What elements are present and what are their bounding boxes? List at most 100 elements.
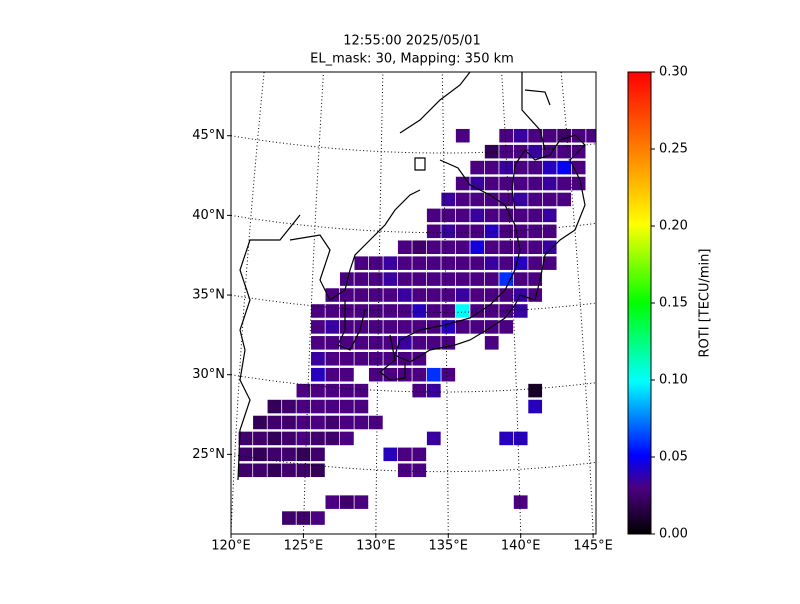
roti-cell bbox=[455, 288, 470, 302]
roti-cell bbox=[484, 144, 499, 159]
roti-cell bbox=[311, 367, 325, 382]
roti-cell bbox=[455, 240, 470, 255]
roti-cell bbox=[325, 431, 340, 446]
colorbar-tick-label: 0.15 bbox=[659, 296, 688, 311]
roti-cell bbox=[354, 272, 369, 286]
roti-cell bbox=[339, 383, 354, 398]
x-tick-label: 135°E bbox=[428, 539, 468, 554]
roti-cell bbox=[267, 415, 282, 430]
roti-cell bbox=[499, 144, 514, 159]
roti-cell bbox=[542, 240, 557, 255]
roti-cell bbox=[368, 415, 383, 430]
roti-cell bbox=[311, 399, 325, 414]
meridian bbox=[501, 72, 522, 534]
roti-cell bbox=[282, 431, 296, 446]
roti-cell bbox=[499, 192, 514, 207]
roti-cell bbox=[354, 288, 369, 302]
parallel bbox=[231, 294, 596, 313]
roti-cell bbox=[325, 336, 340, 350]
roti-cell bbox=[557, 192, 572, 207]
roti-cell bbox=[296, 399, 311, 414]
roti-cell bbox=[499, 272, 514, 286]
roti-cell bbox=[455, 272, 470, 286]
roti-cell bbox=[412, 463, 427, 478]
meridian bbox=[231, 72, 265, 534]
colorbar-label: ROTI [TECU/min] bbox=[698, 249, 713, 358]
roti-cell bbox=[282, 399, 296, 414]
roti-cell bbox=[455, 128, 470, 143]
roti-cell bbox=[499, 288, 514, 302]
roti-cell bbox=[513, 144, 528, 159]
roti-cell bbox=[412, 240, 427, 255]
roti-cell bbox=[397, 320, 412, 334]
roti-cell bbox=[484, 288, 499, 302]
roti-cell bbox=[528, 176, 543, 191]
roti-cell bbox=[528, 383, 543, 398]
roti-cell bbox=[339, 272, 354, 286]
roti-cell bbox=[426, 272, 441, 286]
roti-cell bbox=[470, 192, 485, 207]
roti-cell bbox=[397, 463, 412, 478]
roti-cell bbox=[513, 176, 528, 191]
roti-cell bbox=[484, 176, 499, 191]
roti-cell bbox=[441, 367, 456, 382]
x-tick-label: 120°E bbox=[211, 539, 251, 554]
roti-cell bbox=[267, 447, 282, 462]
parallel bbox=[231, 374, 596, 393]
roti-cell bbox=[484, 160, 499, 175]
roti-cell bbox=[426, 256, 441, 270]
roti-cell bbox=[397, 288, 412, 302]
roti-cell bbox=[412, 336, 427, 350]
roti-cell bbox=[455, 256, 470, 270]
roti-cell bbox=[412, 447, 427, 462]
roti-cell bbox=[499, 304, 514, 318]
roti-cell bbox=[267, 463, 282, 478]
roti-cell bbox=[339, 399, 354, 414]
roti-cell bbox=[325, 351, 340, 366]
roti-cell bbox=[397, 447, 412, 462]
roti-cell bbox=[296, 431, 311, 446]
roti-cell bbox=[528, 192, 543, 207]
y-tick-label: 45°N bbox=[192, 128, 225, 143]
roti-cell bbox=[571, 176, 586, 191]
roti-cell bbox=[499, 256, 514, 270]
roti-cell bbox=[499, 431, 514, 446]
roti-cell bbox=[542, 176, 557, 191]
roti-cell bbox=[311, 336, 325, 350]
roti-cell bbox=[470, 160, 485, 175]
roti-cell bbox=[296, 383, 311, 398]
roti-cell bbox=[499, 320, 514, 334]
colorbar-tick-label: 0.00 bbox=[659, 527, 688, 542]
roti-cell bbox=[339, 415, 354, 430]
roti-cell bbox=[426, 336, 441, 350]
roti-cell bbox=[528, 160, 543, 175]
roti-cell bbox=[513, 240, 528, 255]
roti-cell bbox=[311, 463, 325, 478]
meridian bbox=[302, 72, 325, 534]
roti-cell bbox=[484, 336, 499, 350]
roti-cell bbox=[528, 399, 543, 414]
y-tick-label: 25°N bbox=[192, 447, 225, 462]
roti-cell bbox=[412, 272, 427, 286]
roti-cell bbox=[282, 447, 296, 462]
roti-cell bbox=[339, 367, 354, 382]
y-tick-label: 35°N bbox=[192, 288, 225, 303]
roti-cell bbox=[253, 447, 267, 462]
roti-cell bbox=[484, 192, 499, 207]
roti-cell bbox=[542, 144, 557, 159]
roti-cell bbox=[499, 160, 514, 175]
roti-cell bbox=[528, 144, 543, 159]
parallel bbox=[231, 453, 596, 473]
roti-cell bbox=[455, 192, 470, 207]
roti-cell bbox=[311, 320, 325, 334]
colorbar-tick-label: 0.25 bbox=[659, 142, 688, 157]
roti-cell bbox=[542, 192, 557, 207]
roti-cell bbox=[426, 431, 441, 446]
roti-cell bbox=[412, 320, 427, 334]
roti-cell bbox=[528, 256, 543, 270]
roti-cell bbox=[412, 383, 427, 398]
roti-cell bbox=[325, 399, 340, 414]
roti-cell bbox=[282, 463, 296, 478]
roti-cell bbox=[528, 224, 543, 239]
roti-cell bbox=[267, 431, 282, 446]
